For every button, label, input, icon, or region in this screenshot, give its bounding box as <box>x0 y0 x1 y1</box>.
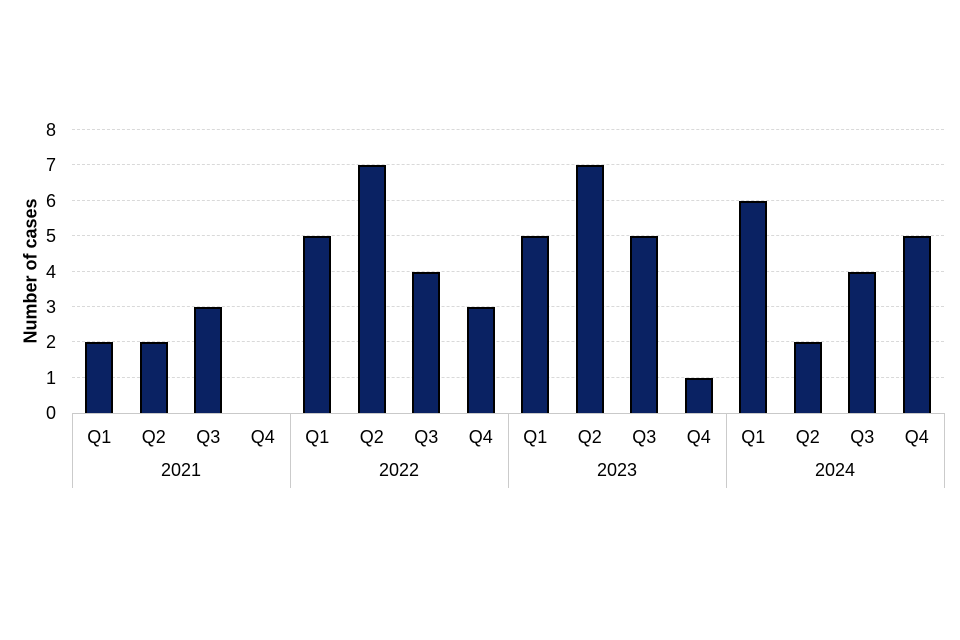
quarter-label: Q1 <box>741 427 766 447</box>
gridline <box>72 270 944 272</box>
gridline <box>72 164 944 166</box>
quarter-label: Q1 <box>305 427 330 447</box>
bar-2024-Q3 <box>848 271 877 413</box>
y-tick-label: 7 <box>45 155 56 176</box>
bar-2021-Q1 <box>85 342 114 413</box>
gridline <box>72 199 944 201</box>
y-tick-label: 4 <box>45 261 56 282</box>
bar-2024-Q4 <box>902 236 931 413</box>
quarter-label: Q4 <box>904 427 929 447</box>
quarter-label: Q2 <box>141 427 166 447</box>
year-separator <box>508 413 509 488</box>
y-tick-label: 1 <box>45 367 56 388</box>
gridline <box>72 235 944 237</box>
quarter-label: Q2 <box>577 427 602 447</box>
y-tick-label: 6 <box>45 190 56 211</box>
bar-2023-Q2 <box>575 165 604 413</box>
bar-2021-Q2 <box>139 342 168 413</box>
bar-2023-Q4 <box>684 377 713 413</box>
year-label: 2024 <box>814 460 856 480</box>
y-tick-label: 0 <box>45 403 56 423</box>
bar-2024-Q1 <box>739 200 768 413</box>
year-label: 2021 <box>160 460 202 480</box>
quarter-label: Q4 <box>686 427 711 447</box>
quarter-label: Q4 <box>468 427 493 447</box>
quarter-label: Q2 <box>795 427 820 447</box>
quarter-label: Q4 <box>250 427 275 447</box>
y-tick-label: 8 <box>45 120 56 140</box>
year-label: 2022 <box>378 460 420 480</box>
bar-2022-Q3 <box>412 271 441 413</box>
gridline <box>72 376 944 378</box>
gridline <box>72 129 944 130</box>
quarter-label: Q3 <box>196 427 221 447</box>
quarter-label: Q3 <box>632 427 657 447</box>
year-separator <box>726 413 727 488</box>
bar-2022-Q2 <box>357 165 386 413</box>
bar-2021-Q3 <box>194 306 223 413</box>
quarter-label: Q1 <box>87 427 112 447</box>
y-tick-label: 3 <box>45 296 56 317</box>
gridline <box>72 305 944 307</box>
quarter-label: Q3 <box>850 427 875 447</box>
bar-2022-Q4 <box>466 306 495 413</box>
bar-2023-Q3 <box>630 236 659 413</box>
bar-2022-Q1 <box>303 236 332 413</box>
quarter-label: Q1 <box>523 427 548 447</box>
quarter-label: Q2 <box>359 427 384 447</box>
y-tick-label: 2 <box>45 332 56 353</box>
year-separator <box>290 413 291 488</box>
year-label: 2023 <box>596 460 638 480</box>
year-separator <box>944 413 945 488</box>
gridline <box>72 341 944 343</box>
bar-2023-Q1 <box>521 236 550 413</box>
bar-2024-Q2 <box>793 342 822 413</box>
quarter-label: Q3 <box>414 427 439 447</box>
year-separator <box>72 413 73 488</box>
y-tick-label: 5 <box>45 226 56 247</box>
